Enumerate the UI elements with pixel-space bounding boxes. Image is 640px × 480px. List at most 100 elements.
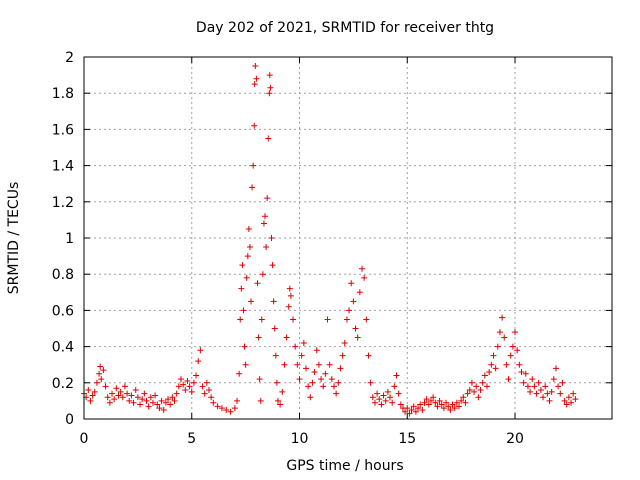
data-point <box>425 401 432 408</box>
data-point <box>324 316 331 323</box>
data-point <box>141 390 148 397</box>
data-point <box>341 339 348 346</box>
data-point <box>259 271 266 278</box>
data-point <box>438 401 445 408</box>
data-point <box>496 329 503 336</box>
data-point <box>462 399 469 406</box>
data-point <box>132 387 139 394</box>
y-axis-label: SRMTID / TECUs <box>6 182 22 295</box>
data-point <box>445 403 452 410</box>
data-point <box>542 383 549 390</box>
data-point <box>245 225 252 232</box>
data-point <box>180 381 187 388</box>
data-point <box>393 372 400 379</box>
data-point <box>175 383 182 390</box>
data-point <box>516 361 523 368</box>
data-point <box>147 394 154 401</box>
data-point <box>412 408 419 415</box>
data-point <box>540 394 547 401</box>
data-point <box>471 388 478 395</box>
data-point <box>570 390 577 397</box>
data-point <box>527 388 534 395</box>
data-point <box>449 401 456 408</box>
data-point <box>503 361 510 368</box>
data-point <box>522 370 529 377</box>
data-point <box>455 403 462 410</box>
data-point <box>337 365 344 372</box>
data-point <box>460 394 467 401</box>
data-point <box>104 394 111 401</box>
data-point <box>524 383 531 390</box>
data-point <box>322 370 329 377</box>
data-point <box>171 397 178 404</box>
data-point <box>152 392 159 399</box>
data-point <box>550 376 557 383</box>
data-point <box>111 396 118 403</box>
data-point <box>531 383 538 390</box>
data-point <box>309 379 316 386</box>
data-point <box>481 372 488 379</box>
data-point <box>137 401 144 408</box>
data-point <box>434 403 441 410</box>
data-point <box>251 81 258 88</box>
data-point <box>350 298 357 305</box>
data-point <box>466 387 473 394</box>
data-point <box>535 379 542 386</box>
data-point <box>242 361 249 368</box>
data-point <box>294 361 301 368</box>
data-point <box>346 307 353 314</box>
data-point <box>343 316 350 323</box>
data-point <box>367 379 374 386</box>
data-point <box>223 406 230 413</box>
data-point <box>243 274 250 281</box>
data-point <box>98 376 105 383</box>
data-point <box>89 392 96 399</box>
data-point <box>169 394 176 401</box>
data-point <box>296 376 303 383</box>
y-tick-label: 2 <box>65 50 74 66</box>
y-tick-label: 1.2 <box>52 195 74 211</box>
data-point <box>239 262 246 269</box>
data-point <box>190 379 197 386</box>
data-point <box>559 379 566 386</box>
data-point <box>266 90 273 97</box>
data-point <box>361 274 368 281</box>
data-point <box>195 358 202 365</box>
data-point <box>313 347 320 354</box>
data-point <box>130 399 137 406</box>
data-point <box>443 399 450 406</box>
data-point <box>236 370 243 377</box>
y-tick-label: 1.4 <box>52 159 74 175</box>
data-points <box>81 63 579 417</box>
data-point <box>193 372 200 379</box>
data-point <box>520 379 527 386</box>
data-point <box>208 394 215 401</box>
data-point <box>427 397 434 404</box>
data-point <box>468 379 475 386</box>
data-point <box>307 394 314 401</box>
data-point <box>315 361 322 368</box>
data-point <box>311 368 318 375</box>
data-point <box>507 352 514 359</box>
data-point <box>250 162 257 169</box>
data-point <box>255 334 262 341</box>
chart-title: Day 202 of 2021, SRMTID for receiver tht… <box>196 20 494 36</box>
data-point <box>380 392 387 399</box>
data-point <box>210 399 217 406</box>
axis-ticks <box>83 56 612 420</box>
data-point <box>365 352 372 359</box>
y-tick-labels: 0 0.2 0.4 0.6 0.8 1 1.2 1.4 1.6 1.8 2 <box>52 50 74 428</box>
data-point <box>514 347 521 354</box>
data-point <box>490 352 497 359</box>
data-point <box>128 392 135 399</box>
data-point <box>430 394 437 401</box>
data-point <box>572 396 579 403</box>
data-point <box>406 410 413 417</box>
data-point <box>201 390 208 397</box>
data-point <box>126 397 133 404</box>
data-point <box>286 285 293 292</box>
data-point <box>330 383 337 390</box>
data-point <box>281 361 288 368</box>
data-point <box>162 399 169 406</box>
